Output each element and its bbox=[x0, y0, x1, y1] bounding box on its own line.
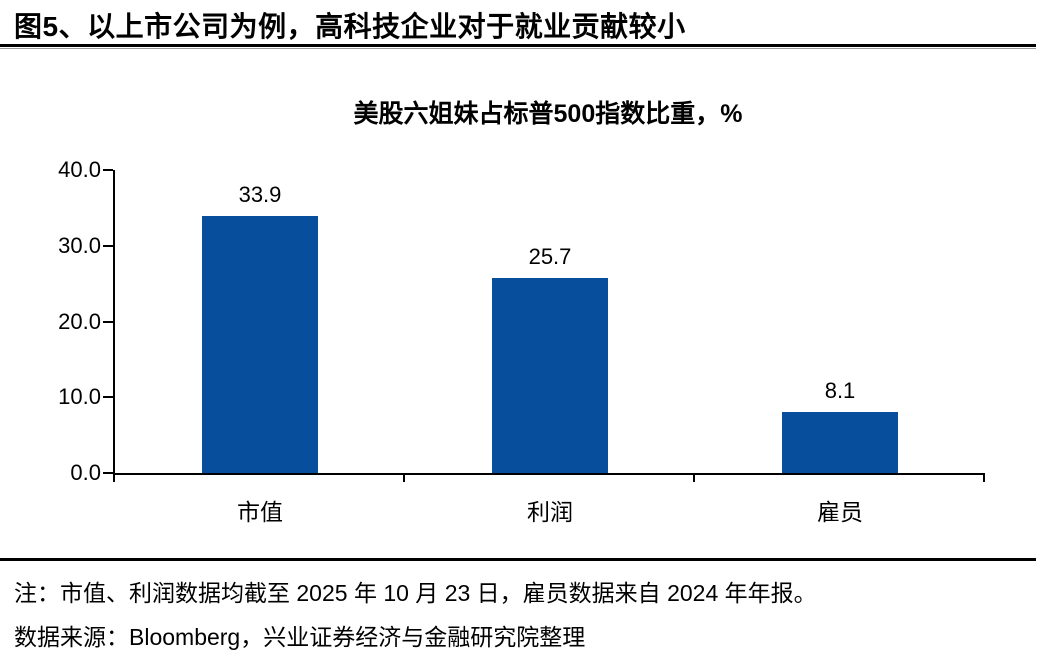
figure-title: 图5、以上市公司为例，高科技企业对于就业贡献较小 bbox=[14, 11, 686, 42]
chart-note: 注：市值、利润数据均截至 2025 年 10 月 23 日，雇员数据来自 202… bbox=[14, 580, 817, 606]
y-axis-tick-label: 10.0 bbox=[58, 384, 101, 410]
y-axis-tick bbox=[103, 396, 113, 399]
header-divider-line bbox=[0, 44, 1036, 47]
y-axis-tick-label: 0.0 bbox=[70, 460, 101, 485]
footer-divider-line bbox=[0, 558, 1036, 561]
bar bbox=[782, 411, 898, 473]
data-source: 数据来源：Bloomberg，兴业证券经济与金融研究院整理 bbox=[14, 624, 586, 650]
y-axis-tick bbox=[103, 244, 113, 247]
bar-value-label: 25.7 bbox=[528, 244, 572, 270]
y-axis-tick-label: 20.0 bbox=[58, 308, 101, 334]
x-axis-tick bbox=[113, 473, 115, 482]
y-axis-tick-label: 30.0 bbox=[58, 232, 101, 258]
bar bbox=[202, 216, 318, 473]
bar-value-label: 33.9 bbox=[238, 182, 282, 208]
x-axis-tick bbox=[693, 473, 695, 482]
x-axis-tick bbox=[983, 473, 985, 482]
y-axis-tick bbox=[103, 169, 113, 171]
bar bbox=[492, 278, 608, 473]
plot-area: 0.0 10.0 20.0 30.0 40.0 33.9 市值 25.7 利润 8.1 雇员 bbox=[58, 159, 985, 525]
y-axis-tick bbox=[103, 472, 113, 474]
x-axis-category-label: 雇员 bbox=[817, 499, 863, 525]
y-axis-tick-label: 40.0 bbox=[58, 157, 101, 182]
x-axis-tick bbox=[403, 473, 405, 482]
bar-value-label: 8.1 bbox=[824, 377, 856, 403]
x-axis-category-label: 利润 bbox=[527, 499, 573, 525]
y-axis-tick bbox=[103, 320, 113, 323]
chart-title: 美股六姐妹占标普500指数比重，% bbox=[353, 100, 743, 128]
x-axis-category-label: 市值 bbox=[237, 499, 283, 525]
header-divider-shadow bbox=[0, 48, 1036, 49]
